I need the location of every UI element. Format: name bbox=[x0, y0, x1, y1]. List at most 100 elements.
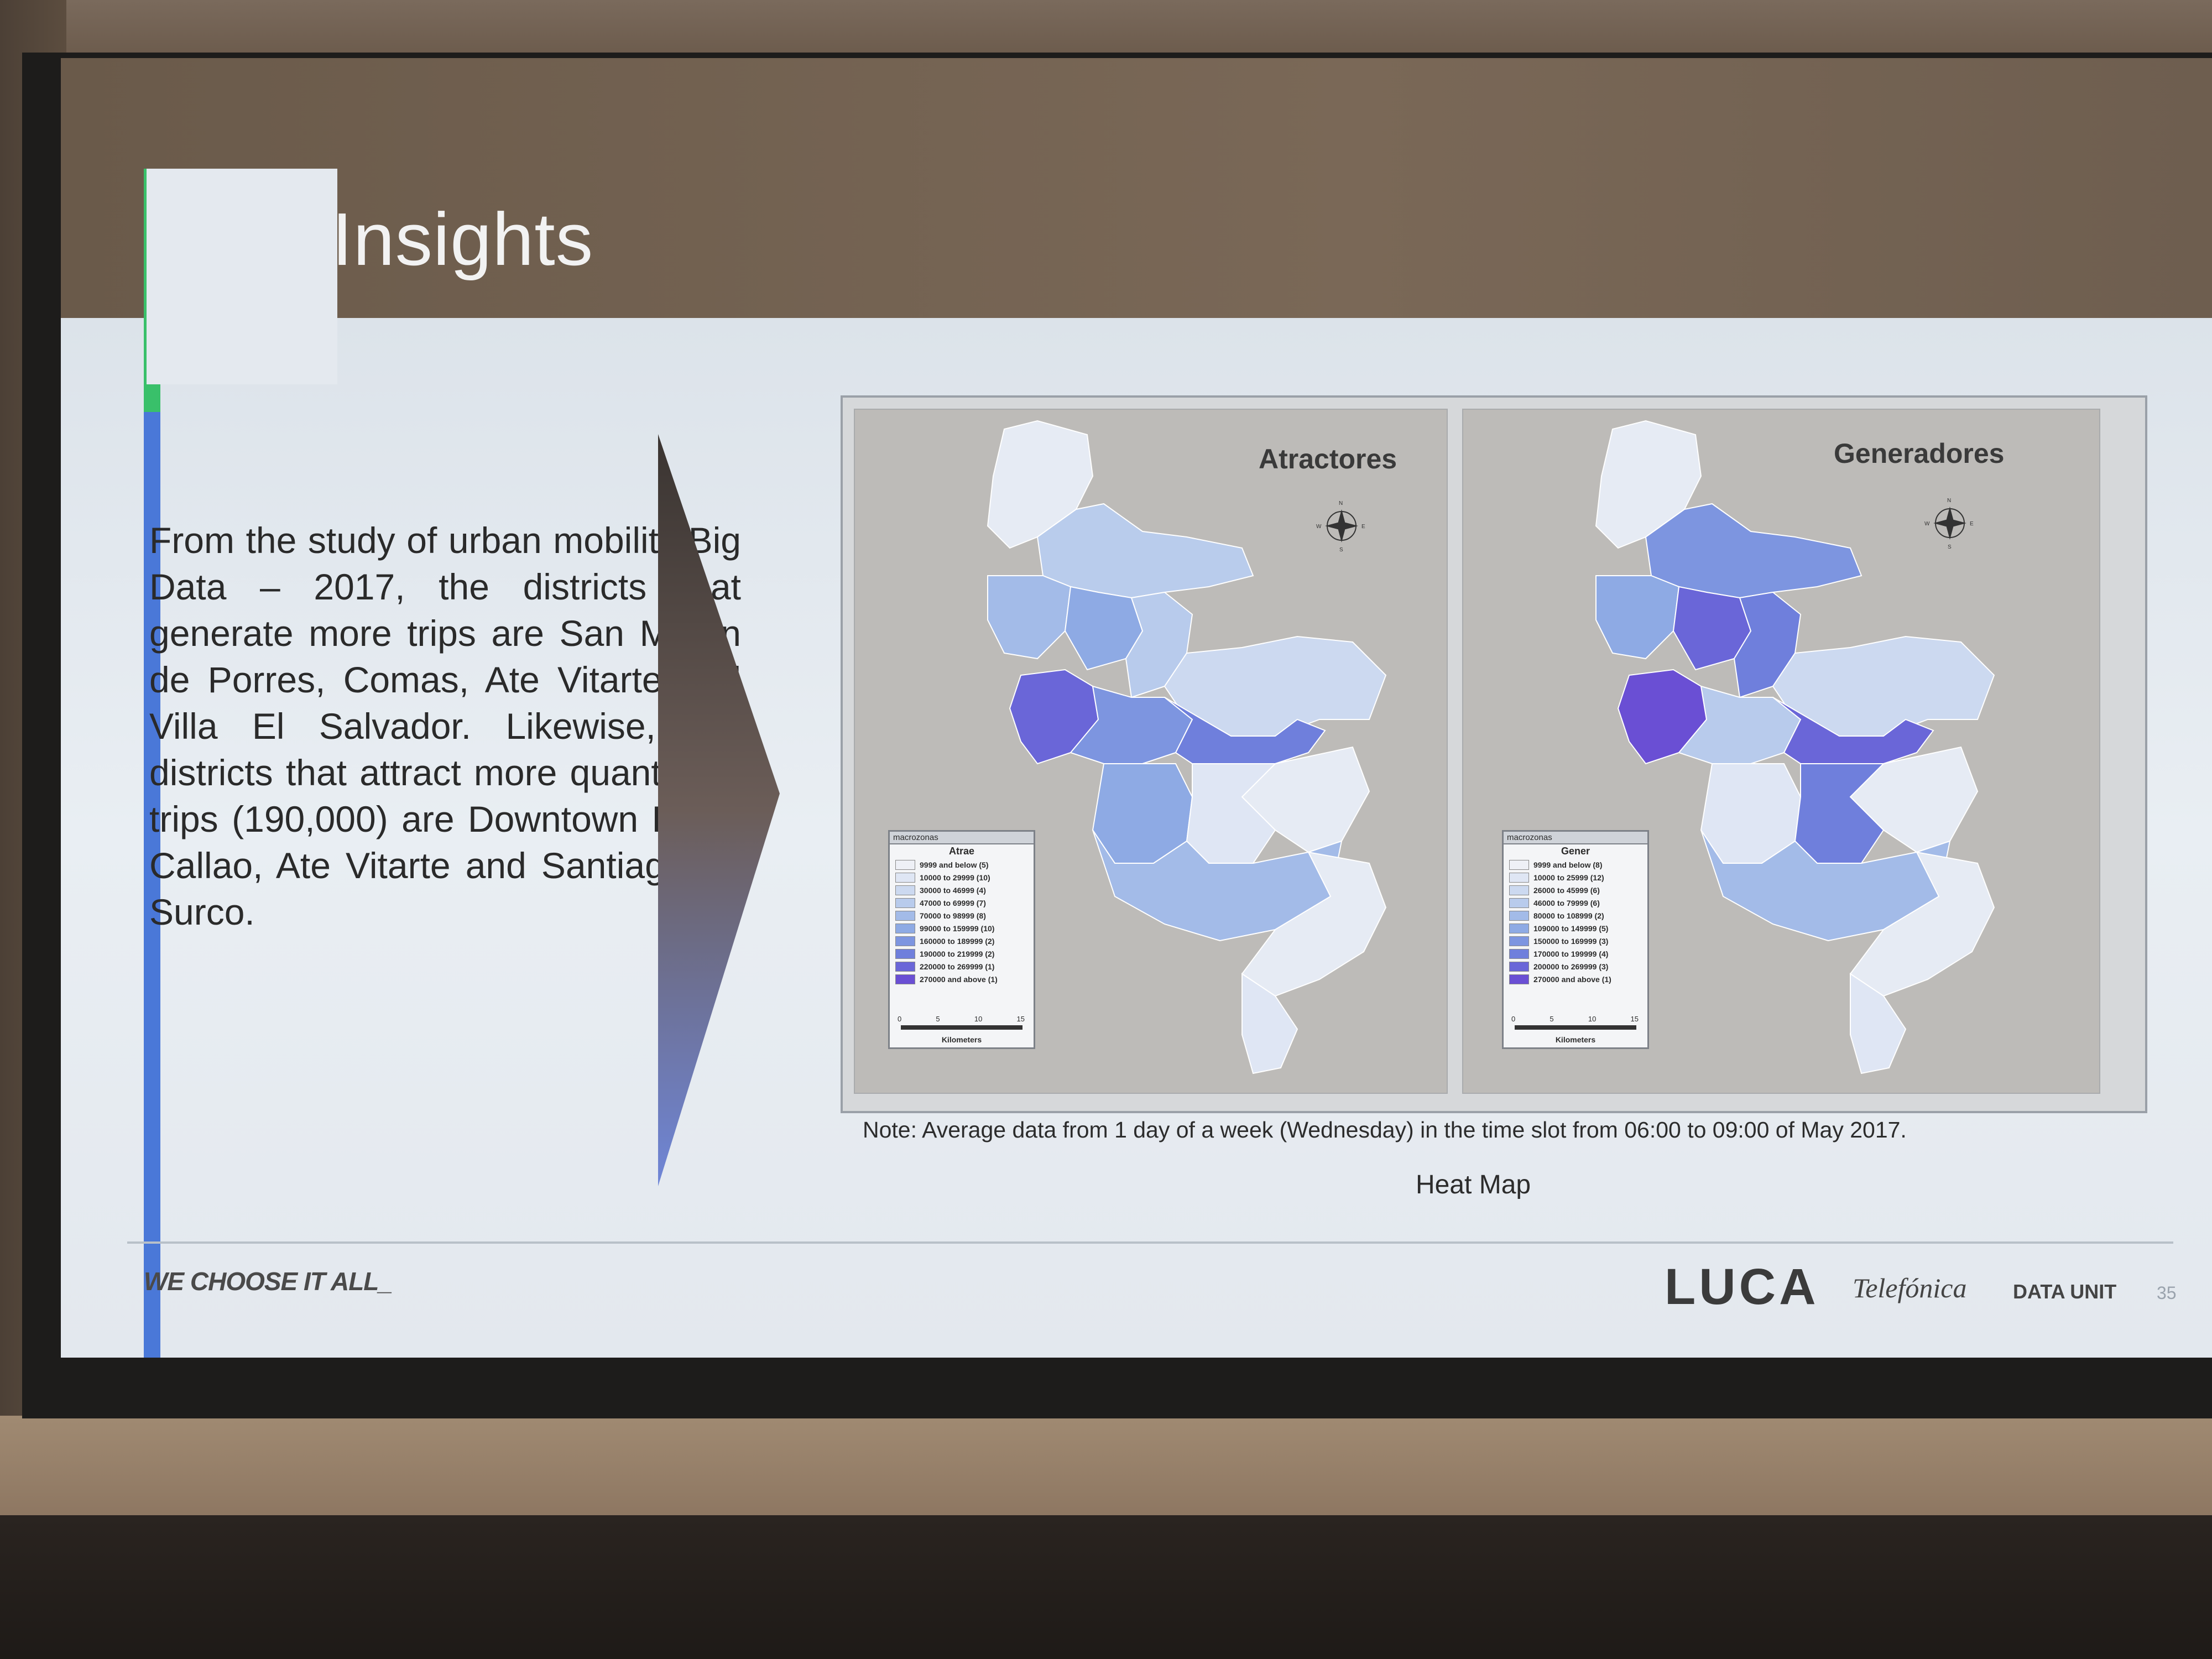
scale-tick: 10 bbox=[1588, 1015, 1597, 1023]
title-tab bbox=[147, 169, 337, 384]
legend-label: 47000 to 69999 (7) bbox=[920, 898, 986, 907]
compass-s-label: S bbox=[1948, 544, 1952, 550]
legend-swatch bbox=[895, 910, 915, 921]
scale-ticks: 0 5 10 15 bbox=[1511, 1015, 1639, 1023]
legend-label: 270000 and above (1) bbox=[920, 974, 998, 984]
legend-row: 9999 and below (5) bbox=[890, 858, 1034, 871]
scale-bar bbox=[1515, 1025, 1636, 1030]
slide-title: Insights bbox=[332, 197, 594, 281]
legend-row: 70000 to 98999 (8) bbox=[890, 909, 1034, 922]
legend-label: 270000 and above (1) bbox=[1533, 974, 1611, 984]
legend-label: 9999 and below (8) bbox=[1533, 860, 1603, 869]
legend-row: 46000 to 79999 (6) bbox=[1504, 896, 1647, 909]
legend-swatch bbox=[1509, 859, 1529, 870]
compass-w-label: W bbox=[1924, 521, 1930, 527]
scale-tick: 0 bbox=[898, 1015, 902, 1023]
legend-subtitle: Atrae bbox=[948, 846, 975, 857]
legend-row: 270000 and above (1) bbox=[1504, 973, 1647, 985]
legend-label: 99000 to 159999 (10) bbox=[920, 924, 995, 933]
legend-swatch bbox=[1509, 961, 1529, 972]
room-floor bbox=[0, 1515, 2212, 1659]
map-title-generadores: Generadores bbox=[1834, 438, 2005, 469]
legend-swatch bbox=[895, 974, 915, 984]
legend-header: macrozonas bbox=[1504, 832, 1647, 844]
scale-tick: 5 bbox=[1550, 1015, 1554, 1023]
legend-swatch bbox=[895, 936, 915, 946]
legend-row: 150000 to 169999 (3) bbox=[1504, 935, 1647, 947]
legend-row: 26000 to 45999 (6) bbox=[1504, 884, 1647, 896]
footer-divider bbox=[127, 1241, 2173, 1244]
legend-row: 270000 and above (1) bbox=[890, 973, 1034, 985]
legend-swatch bbox=[895, 898, 915, 908]
legend-label: 220000 to 269999 (1) bbox=[920, 962, 995, 971]
legend-row: 170000 to 199999 (4) bbox=[1504, 947, 1647, 960]
legend-swatch bbox=[1509, 936, 1529, 946]
scale-label: Kilometers bbox=[941, 1035, 982, 1044]
map-title-atractores: Atractores bbox=[1259, 444, 1397, 474]
legend-label: 150000 to 169999 (3) bbox=[1533, 936, 1609, 946]
legend-swatch bbox=[1509, 898, 1529, 908]
legend-label: 190000 to 219999 (2) bbox=[920, 949, 995, 958]
telefonica-logo: Telefónica bbox=[1853, 1272, 1967, 1303]
legend-swatch bbox=[1509, 885, 1529, 895]
legend-swatch bbox=[1509, 948, 1529, 959]
legend-generadores: macrozonas Gener 9999 and below (8) 10000… bbox=[1502, 830, 1649, 1049]
scale-tick: 10 bbox=[974, 1015, 983, 1023]
legend-swatch bbox=[895, 923, 915, 933]
arrow-shape bbox=[658, 434, 780, 1186]
presentation-slide: Insights From the study of urban mobilit… bbox=[61, 58, 2212, 1358]
luca-logo: LUCA bbox=[1665, 1259, 1819, 1315]
legend-swatch bbox=[895, 948, 915, 959]
legend-label: 70000 to 98999 (8) bbox=[920, 911, 986, 920]
heat-maps-figure: N W E S Atractores macrozonas Atrae 9999… bbox=[841, 395, 2147, 1113]
page-number: 35 bbox=[2157, 1283, 2177, 1303]
legend-swatch bbox=[1509, 974, 1529, 984]
scale-tick: 15 bbox=[1630, 1015, 1639, 1023]
legend-label: 109000 to 149999 (5) bbox=[1533, 924, 1609, 933]
compass-n-label: N bbox=[1339, 500, 1343, 507]
map-atractores: N W E S Atractores macrozonas Atrae 9999… bbox=[854, 409, 1448, 1094]
room-wall bbox=[0, 1416, 2212, 1526]
compass-n-label: N bbox=[1947, 498, 1951, 504]
legend-label: 9999 and below (5) bbox=[920, 860, 989, 869]
legend-label: 10000 to 25999 (12) bbox=[1533, 873, 1604, 882]
slide-header-band bbox=[61, 58, 2212, 318]
compass-w-label: W bbox=[1316, 524, 1322, 530]
legend-label: 160000 to 189999 (2) bbox=[920, 936, 995, 946]
scale-tick: 5 bbox=[936, 1015, 940, 1023]
legend-row: 109000 to 149999 (5) bbox=[1504, 922, 1647, 935]
compass-e-label: E bbox=[1361, 524, 1365, 530]
legend-row: 190000 to 219999 (2) bbox=[890, 947, 1034, 960]
legend-row: 80000 to 108999 (2) bbox=[1504, 909, 1647, 922]
legend-label: 26000 to 45999 (6) bbox=[1533, 885, 1600, 895]
legend-swatch bbox=[895, 885, 915, 895]
legend-swatch bbox=[895, 872, 915, 883]
legend-atractores: macrozonas Atrae 9999 and below (5) 10000… bbox=[888, 830, 1035, 1049]
legend-swatch bbox=[1509, 923, 1529, 933]
legend-swatch bbox=[1509, 872, 1529, 883]
legend-label: 80000 to 108999 (2) bbox=[1533, 911, 1604, 920]
data-unit-label: DATA UNIT bbox=[2013, 1280, 2117, 1303]
legend-label: 200000 to 269999 (3) bbox=[1533, 962, 1609, 971]
scale-ticks: 0 5 10 15 bbox=[898, 1015, 1025, 1023]
slide-body-text: From the study of urban mobility Big Dat… bbox=[149, 520, 741, 932]
figure-caption: Heat Map bbox=[1416, 1170, 1531, 1199]
legend-label: 170000 to 199999 (4) bbox=[1533, 949, 1609, 958]
map-generadores: N W E S Generadores macrozonas Gener 999… bbox=[1462, 409, 2100, 1094]
map-generadores-graphic: N W E S bbox=[1463, 410, 2099, 1093]
scale-tick: 0 bbox=[1511, 1015, 1516, 1023]
legend-row: 10000 to 25999 (12) bbox=[1504, 871, 1647, 884]
legend-row: 200000 to 269999 (3) bbox=[1504, 960, 1647, 973]
legend-swatch bbox=[895, 961, 915, 972]
legend-swatch bbox=[1509, 910, 1529, 921]
figure-note: Note: Average data from 1 day of a week … bbox=[863, 1117, 1907, 1142]
room-ceiling bbox=[0, 0, 2212, 61]
scale-bar bbox=[901, 1025, 1022, 1030]
compass-s-label: S bbox=[1339, 547, 1343, 553]
legend-row: 30000 to 46999 (4) bbox=[890, 884, 1034, 896]
compass-e-label: E bbox=[1970, 521, 1974, 527]
scale-tick: 15 bbox=[1016, 1015, 1025, 1023]
legend-row: 47000 to 69999 (7) bbox=[890, 896, 1034, 909]
legend-row: 160000 to 189999 (2) bbox=[890, 935, 1034, 947]
scale-label: Kilometers bbox=[1555, 1035, 1596, 1044]
